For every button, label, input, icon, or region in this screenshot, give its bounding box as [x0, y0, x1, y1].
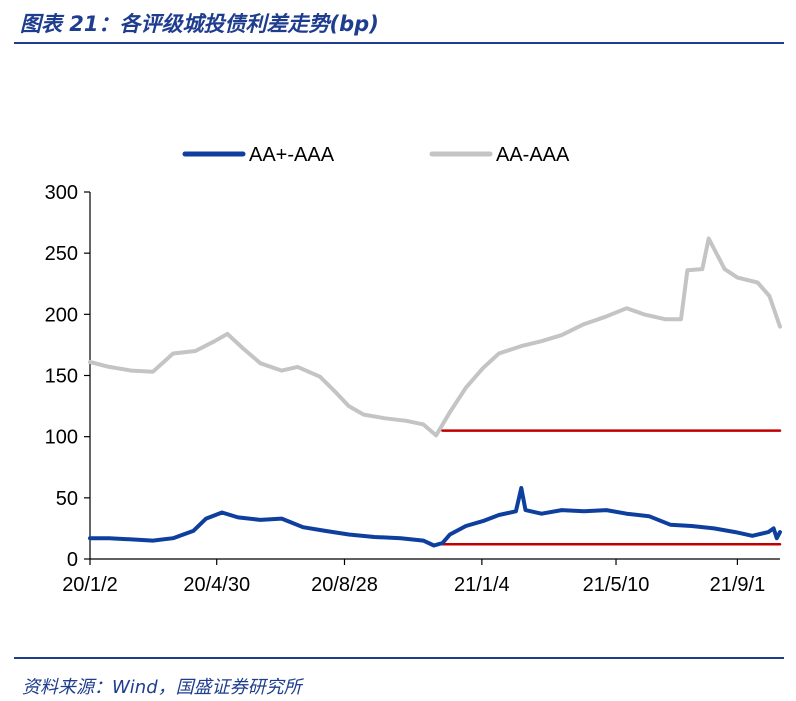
y-tick-label: 100 — [45, 427, 78, 449]
x-tick-label: 21/5/10 — [583, 574, 650, 596]
chart-axes: 0 50 100 150 200 250 300 20/1/2 20/4/30 20/8/28 21… — [45, 182, 780, 596]
y-tick-label: 250 — [45, 243, 78, 265]
spread-line-chart: AA+-AAA AA-AAA 0 50 100 150 200 250 300 20/1/2 20… — [45, 144, 782, 596]
y-tick-label: 300 — [45, 182, 78, 204]
series-line-aa-aaa — [88, 236, 782, 438]
x-tick-label: 20/8/28 — [311, 574, 378, 596]
x-tick-label: 21/9/1 — [710, 574, 766, 596]
y-tick-label: 150 — [45, 366, 78, 388]
legend-label: AA+-AAA — [249, 144, 335, 166]
y-tick-label: 200 — [45, 304, 78, 326]
x-tick-label: 21/1/4 — [454, 574, 510, 596]
chart-series — [88, 236, 782, 548]
x-tick-label: 20/1/2 — [62, 574, 118, 596]
y-tick-label: 0 — [67, 549, 78, 571]
legend-item-aa-aaa: AA-AAA — [429, 144, 570, 166]
source-divider — [14, 657, 784, 659]
legend-label: AA-AAA — [496, 144, 570, 166]
chart-legend: AA+-AAA AA-AAA — [182, 144, 570, 166]
series-line-aa-plus-aaa — [88, 486, 782, 548]
y-tick-label: 50 — [56, 488, 78, 510]
chart-title: 图表 21：各评级城投债利差走势(bp) — [20, 12, 379, 36]
x-tick-label: 20/4/30 — [183, 574, 250, 596]
legend-item-aa-plus-aaa: AA+-AAA — [182, 144, 335, 166]
title-divider — [14, 42, 784, 44]
source-note: 资料来源：Wind，国盛证券研究所 — [22, 677, 302, 698]
